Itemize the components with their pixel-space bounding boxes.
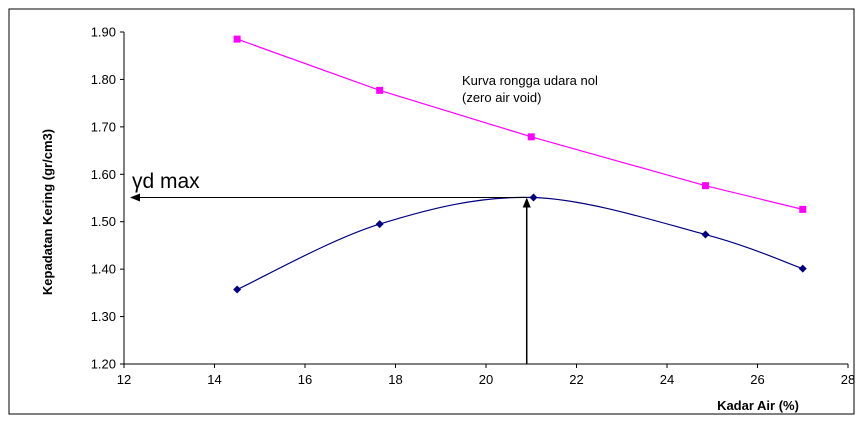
- x-tick-label: 28: [841, 372, 855, 387]
- x-tick-label: 16: [298, 372, 312, 387]
- x-tick-label: 18: [388, 372, 402, 387]
- chart-border: [8, 8, 855, 415]
- x-tick-label: 20: [479, 372, 493, 387]
- y-tick-label: 1.30: [91, 309, 116, 324]
- gamma-vertical-arrowhead: [522, 197, 531, 208]
- series-1-point: [701, 230, 710, 239]
- series-1-point: [233, 285, 242, 294]
- series-1-point: [529, 193, 538, 202]
- y-tick-label: 1.70: [91, 119, 116, 134]
- y-tick-label: 1.90: [91, 25, 116, 40]
- zav-annotation-line2: (zero air void): [462, 90, 541, 105]
- x-tick-label: 26: [750, 372, 764, 387]
- series-layer: [233, 35, 807, 294]
- y-tick-label: 1.80: [91, 72, 116, 87]
- gamma-dmax-label: γd max: [132, 170, 200, 193]
- series-0-point: [527, 133, 535, 141]
- series-0-point: [376, 86, 384, 94]
- x-tick-label: 12: [117, 372, 131, 387]
- y-tick-label: 1.40: [91, 262, 116, 277]
- x-tick-label: 24: [660, 372, 674, 387]
- y-axis-title: Kepadatan Kering (gr/cm3): [40, 129, 55, 295]
- series-1-point: [375, 220, 384, 229]
- x-axis-title: Kadar Air (%): [717, 398, 799, 413]
- y-tick-label: 1.50: [91, 214, 116, 229]
- gamma-horizontal-arrowhead: [130, 193, 140, 202]
- series-1-point: [798, 264, 807, 273]
- annotation-layer: [130, 193, 531, 364]
- series-0-point: [701, 182, 709, 190]
- y-tick-label: 1.60: [91, 167, 116, 182]
- y-tick-label: 1.20: [91, 357, 116, 372]
- zav-annotation-line1: Kurva rongga udara nol: [462, 73, 598, 88]
- x-tick-label: 14: [207, 372, 221, 387]
- x-tick-label: 22: [569, 372, 583, 387]
- series-0-point: [233, 35, 241, 43]
- series-0-point: [799, 205, 807, 213]
- axes-layer: 1.20 1.30 1.40 1.50 1.60 1.70 1.80 1.90 12 14 16 18…: [91, 25, 856, 388]
